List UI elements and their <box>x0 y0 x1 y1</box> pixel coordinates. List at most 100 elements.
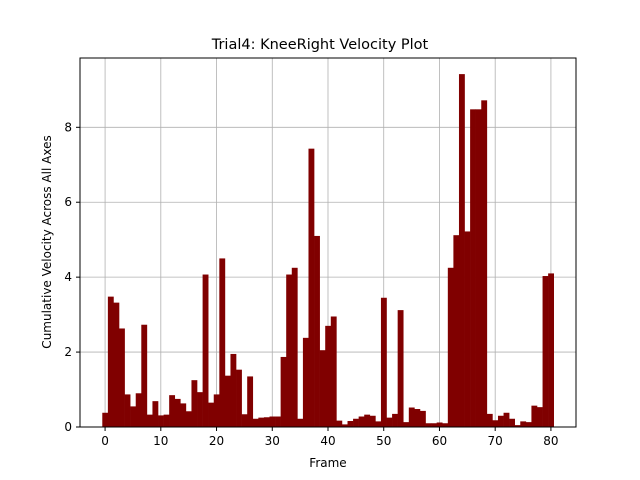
bar <box>135 393 142 427</box>
bar <box>169 395 176 427</box>
x-tick-label: 40 <box>320 434 335 448</box>
bar <box>275 416 281 427</box>
bar <box>536 407 543 427</box>
bar <box>224 375 231 427</box>
bar <box>375 421 382 427</box>
bar <box>475 109 482 427</box>
bar <box>247 376 254 427</box>
bar <box>185 411 192 427</box>
bar <box>369 415 376 427</box>
bar <box>124 394 131 427</box>
bar <box>464 231 471 427</box>
bar <box>330 316 337 427</box>
bar <box>291 267 298 427</box>
bar <box>158 415 164 427</box>
bar <box>269 416 276 427</box>
bar <box>542 276 549 427</box>
x-tick-label: 30 <box>265 434 280 448</box>
bar <box>208 402 215 427</box>
bar <box>314 235 320 427</box>
bar <box>197 392 203 427</box>
bar <box>408 407 415 427</box>
x-tick-label: 20 <box>209 434 224 448</box>
bar <box>531 405 538 427</box>
bar <box>347 421 354 427</box>
bar <box>458 74 465 428</box>
x-tick-label: 80 <box>543 434 558 448</box>
bar <box>213 394 220 427</box>
bar <box>492 420 499 427</box>
bar <box>453 235 460 427</box>
bar <box>180 403 187 427</box>
bar <box>353 418 359 427</box>
y-axis-label: Cumulative Velocity Across All Axes <box>40 135 54 348</box>
bar <box>358 416 365 427</box>
bar <box>107 296 114 427</box>
bar <box>241 414 248 427</box>
bar <box>308 148 315 427</box>
bar <box>202 274 209 427</box>
bar <box>397 310 404 427</box>
bar <box>447 267 454 427</box>
bar <box>509 418 515 427</box>
x-axis-label: Frame <box>309 456 346 470</box>
bar <box>263 417 270 427</box>
bar <box>481 100 488 427</box>
bar <box>436 422 443 427</box>
bar <box>297 418 304 427</box>
y-ticks: 0 2 4 6 8 <box>64 120 80 434</box>
bar <box>403 422 410 427</box>
x-tick-label: 60 <box>432 434 447 448</box>
bar <box>286 274 293 427</box>
bar <box>163 414 170 427</box>
bar <box>486 413 493 427</box>
y-tick-label: 2 <box>64 345 72 359</box>
bar <box>514 425 521 427</box>
bar <box>230 353 237 427</box>
bar <box>525 422 532 427</box>
bar <box>341 424 348 427</box>
bar <box>503 412 510 427</box>
chart-title: Trial4: KneeRight Velocity Plot <box>211 37 429 53</box>
bar <box>386 417 393 427</box>
bar <box>548 273 554 427</box>
bar <box>219 258 226 427</box>
bar <box>336 420 343 427</box>
y-tick-label: 0 <box>64 420 72 434</box>
bar <box>258 417 265 427</box>
x-tick-label: 0 <box>101 434 109 448</box>
bar <box>364 414 371 427</box>
bars <box>102 74 554 428</box>
x-ticks: 0 10 20 30 40 50 60 70 80 <box>101 427 559 448</box>
bar <box>497 415 504 427</box>
y-tick-label: 4 <box>64 270 72 284</box>
bar <box>470 109 476 427</box>
bar <box>425 423 432 427</box>
bar <box>191 380 198 427</box>
bar <box>119 328 125 427</box>
bar <box>236 369 242 427</box>
bar <box>102 412 109 427</box>
bar <box>431 423 437 427</box>
x-tick-label: 50 <box>376 434 391 448</box>
bar <box>113 302 120 427</box>
bar <box>520 421 527 427</box>
bar <box>174 398 181 427</box>
bar <box>414 409 421 427</box>
bar <box>141 324 148 427</box>
plot-frame <box>79 57 577 428</box>
y-tick-label: 8 <box>64 120 72 134</box>
x-tick-label: 10 <box>153 434 168 448</box>
bar <box>152 401 159 427</box>
bar <box>280 356 287 427</box>
bar <box>302 337 309 427</box>
bar <box>442 423 449 427</box>
bar <box>319 350 326 427</box>
bar <box>325 325 332 427</box>
bar <box>392 413 398 427</box>
bar <box>419 410 426 427</box>
y-tick-label: 6 <box>64 195 72 209</box>
x-tick-label: 70 <box>488 434 503 448</box>
bar <box>380 297 387 427</box>
